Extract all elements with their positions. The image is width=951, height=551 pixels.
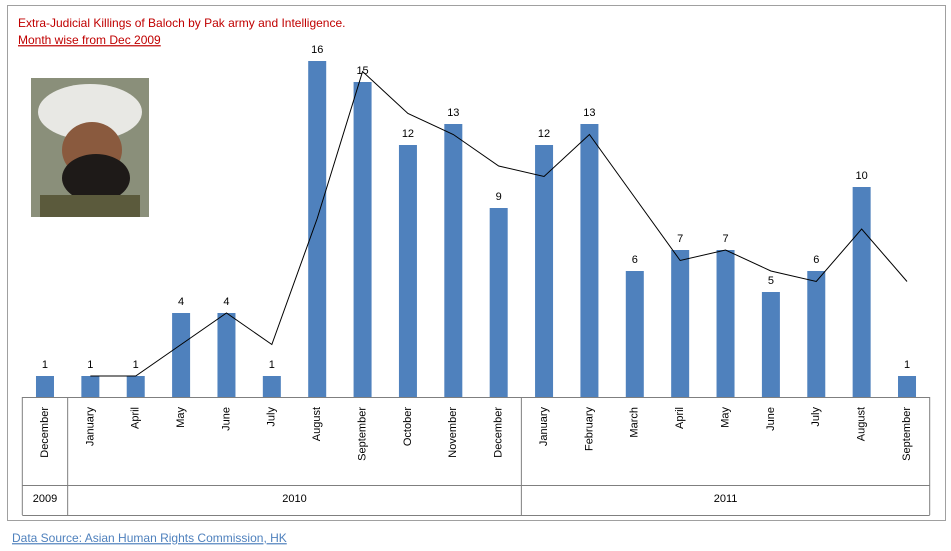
x-tick-label: April: [130, 407, 142, 429]
chart-title: Extra-Judicial Killings of Baloch by Pak…: [18, 16, 346, 30]
bar: [262, 376, 281, 397]
bar: [35, 376, 54, 397]
value-label: 1: [904, 359, 910, 371]
value-label: 1: [269, 359, 275, 371]
x-tick-label: January: [538, 407, 550, 447]
value-label: 9: [496, 191, 502, 203]
x-tick-label: June: [765, 407, 777, 431]
x-tick-label: July: [810, 407, 822, 427]
value-label: 16: [311, 44, 323, 56]
bar: [489, 208, 508, 397]
bar: [126, 376, 145, 397]
bar: [625, 271, 644, 397]
bar: [398, 145, 417, 397]
x-tick-label: August: [311, 407, 323, 441]
bar: [353, 82, 372, 397]
value-label: 13: [583, 107, 595, 119]
value-label: 4: [223, 296, 229, 308]
year-label: 2009: [33, 493, 57, 505]
bar: [217, 313, 236, 397]
bar: [535, 145, 554, 397]
bar: [898, 376, 917, 397]
value-label: 1: [87, 359, 93, 371]
bar: [807, 271, 826, 397]
bar: [716, 250, 735, 397]
x-tick-label: January: [84, 407, 96, 447]
value-label: 12: [538, 128, 550, 140]
x-tick-label: October: [402, 407, 414, 446]
year-label: 2011: [714, 493, 738, 505]
value-label: 5: [768, 275, 774, 287]
chart-subtitle: Month wise from Dec 2009: [18, 33, 161, 47]
x-tick-label: August: [856, 407, 868, 441]
clothes: [40, 195, 140, 217]
year-label: 2010: [282, 493, 306, 505]
title-text: Extra-Judicial Killings of Baloch by Pak…: [18, 16, 346, 30]
bar: [172, 313, 191, 397]
bar: [81, 376, 100, 397]
bar: [580, 124, 599, 397]
turban: [38, 84, 142, 140]
bar: [761, 292, 780, 397]
bar: [308, 61, 327, 397]
value-label: 13: [447, 107, 459, 119]
value-label: 6: [813, 254, 819, 266]
beard: [62, 154, 130, 202]
trend-line: [90, 70, 908, 377]
x-tick-label: March: [629, 407, 641, 438]
value-label: 7: [677, 233, 683, 245]
value-label: 7: [722, 233, 728, 245]
bar: [444, 124, 463, 397]
value-label: 12: [402, 128, 414, 140]
value-label: 4: [178, 296, 184, 308]
x-tick-label: June: [220, 407, 232, 431]
x-tick-label: April: [674, 407, 686, 429]
value-label: 1: [133, 359, 139, 371]
x-tick-label: February: [583, 407, 595, 452]
x-tick-label: September: [901, 407, 913, 461]
value-label: 10: [856, 170, 868, 182]
x-tick-label: May: [719, 407, 731, 428]
x-tick-label: July: [266, 407, 278, 427]
bar: [852, 187, 871, 397]
x-tick-label: November: [447, 407, 459, 458]
data-source[interactable]: Data Source: Asian Human Rights Commissi…: [12, 531, 287, 545]
chart-frame: [7, 5, 946, 521]
value-label: 1: [42, 359, 48, 371]
x-tick-label: December: [39, 407, 51, 458]
value-label: 6: [632, 254, 638, 266]
x-tick-label: May: [175, 407, 187, 428]
x-tick-label: December: [493, 407, 505, 458]
bar: [671, 250, 690, 397]
photo: [31, 78, 149, 217]
x-tick-label: September: [356, 407, 368, 461]
